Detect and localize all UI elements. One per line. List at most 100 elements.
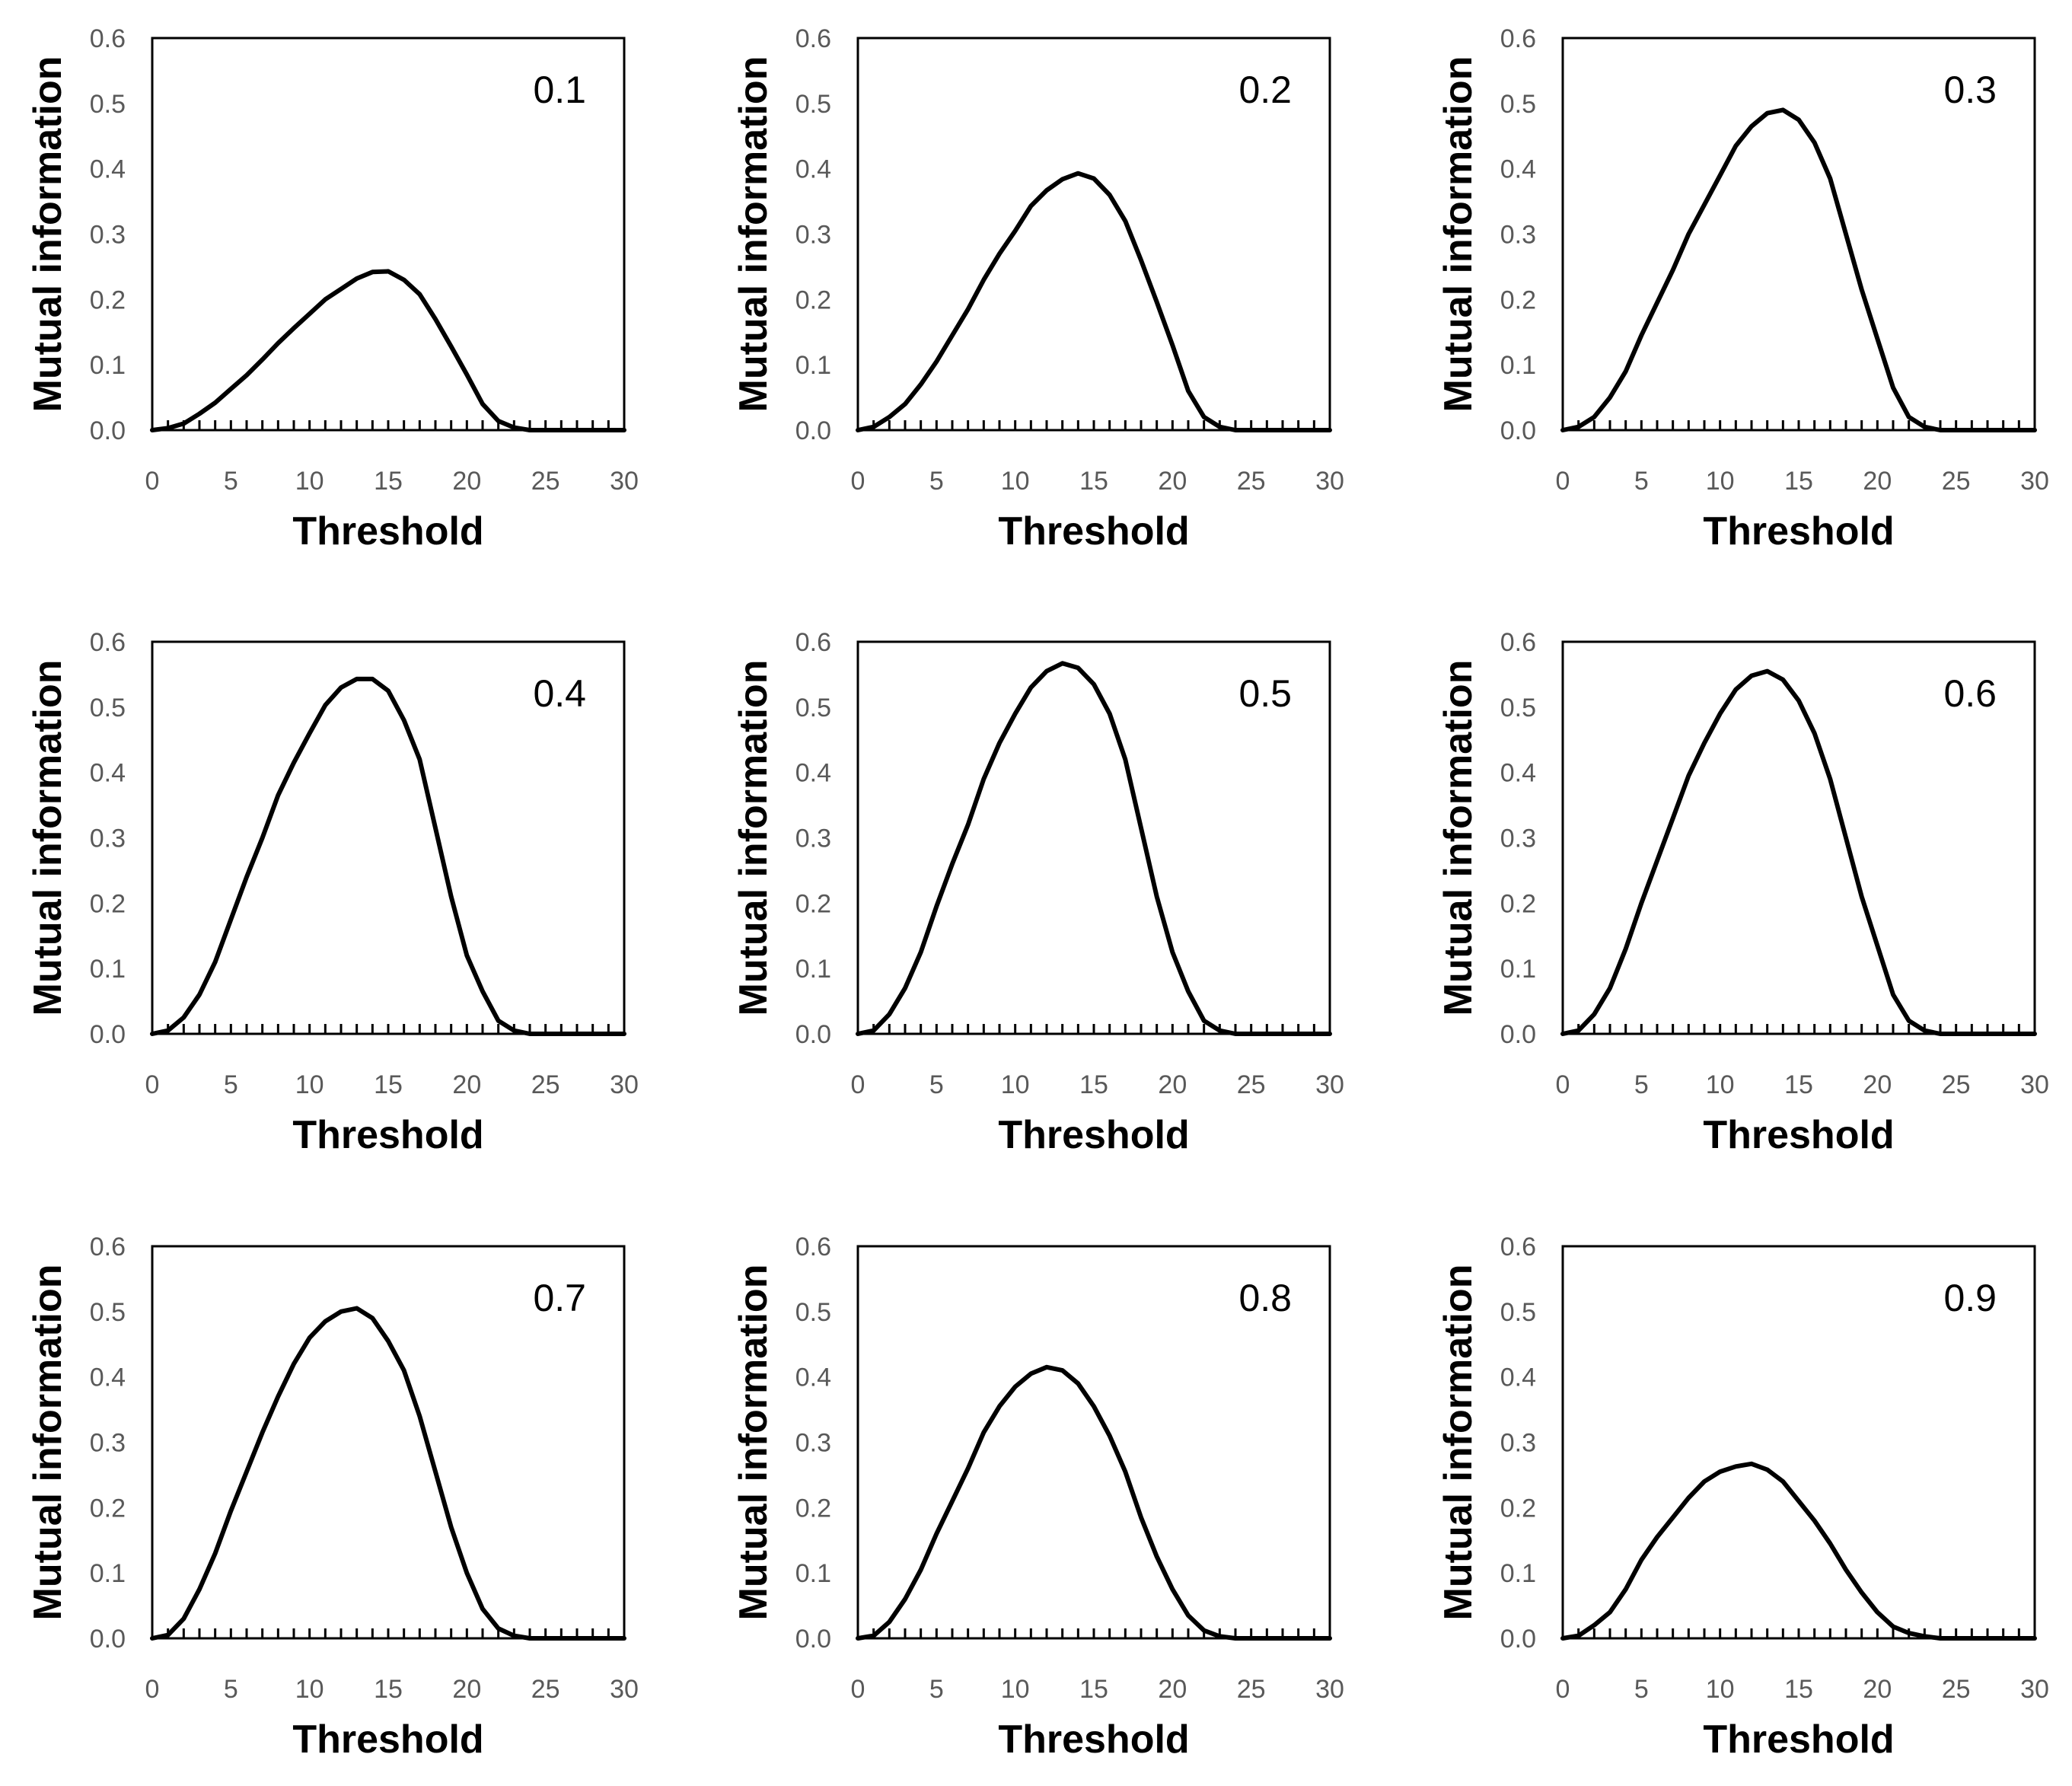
y-tick-label: 0.4 — [795, 759, 831, 788]
x-tick-label: 25 — [1942, 1070, 1971, 1099]
x-tick-label: 5 — [929, 1070, 944, 1099]
x-axis-title: Threshold — [998, 1717, 1189, 1762]
series-line-0.8 — [856, 1364, 1332, 1641]
y-tick-label: 0.6 — [795, 1233, 831, 1261]
x-tick-label: 15 — [1784, 467, 1813, 496]
x-tick-label: 15 — [1079, 467, 1108, 496]
x-tick-label: 25 — [531, 1675, 560, 1704]
chart-panel-0.7: 0 5 10 15 20 25 30 0.0 0.1 0.2 0.3 0.4 0.5 0.6 Thresho… — [26, 1233, 639, 1762]
y-tick-label: 0.5 — [90, 694, 126, 722]
series-line-0.5 — [856, 661, 1332, 1036]
series-line-0.7 — [150, 1306, 626, 1641]
y-tick-label: 0.0 — [1500, 416, 1536, 445]
x-tick-label: 20 — [452, 1070, 481, 1099]
x-tick-label: 15 — [374, 467, 403, 496]
y-tick-label: 0.5 — [795, 1298, 831, 1327]
x-tick-label: 0 — [145, 1070, 160, 1099]
chart-panel-0.1: 0 5 10 15 20 25 30 0.0 0.1 0.2 0.3 0.4 0.5 0.6 Thresho… — [26, 24, 639, 553]
y-tick-label: 0.5 — [90, 1298, 126, 1327]
y-tick-label: 0.5 — [1500, 1298, 1536, 1327]
x-tick-label: 15 — [374, 1675, 403, 1704]
y-tick-label: 0.5 — [795, 694, 831, 722]
x-tick-label: 20 — [1158, 467, 1187, 496]
x-tick-label: 5 — [1634, 1070, 1649, 1099]
y-tick-label: 0.6 — [1500, 1233, 1536, 1261]
y-tick-label: 0.3 — [90, 824, 126, 853]
y-tick-label: 0.2 — [90, 1494, 126, 1523]
panel-label: 0.8 — [1238, 1277, 1292, 1319]
series-line-0.3 — [1560, 107, 2037, 432]
y-tick-label: 0.2 — [795, 1494, 831, 1523]
y-tick-label: 0.4 — [795, 155, 831, 184]
x-tick-label: 0 — [1556, 467, 1570, 496]
y-tick-label: 0.3 — [90, 1429, 126, 1458]
y-tick-label: 0.2 — [795, 285, 831, 314]
series-line-0.1 — [150, 269, 626, 432]
x-tick-label: 5 — [929, 1675, 944, 1704]
y-tick-label: 0.1 — [795, 351, 831, 380]
x-tick-label: 5 — [1634, 1675, 1649, 1704]
panel-label: 0.4 — [533, 672, 586, 715]
x-tick-label: 5 — [224, 1070, 238, 1099]
y-axis-title: Mutual information — [732, 56, 776, 413]
x-tick-label: 10 — [1706, 1675, 1735, 1704]
x-tick-label: 25 — [531, 1070, 560, 1099]
x-tick-label: 10 — [1001, 1675, 1030, 1704]
x-tick-label: 10 — [295, 1675, 324, 1704]
x-axis-title: Threshold — [1703, 1113, 1894, 1157]
x-tick-label: 25 — [1237, 1675, 1266, 1704]
y-tick-label: 0.1 — [1500, 1559, 1536, 1588]
x-axis-title: Threshold — [1703, 509, 1894, 553]
x-tick-label: 20 — [1863, 1070, 1892, 1099]
y-tick-label: 0.0 — [90, 416, 126, 445]
x-axis-title: Threshold — [292, 1717, 483, 1762]
x-tick-label: 25 — [1942, 1675, 1971, 1704]
y-tick-label: 0.0 — [795, 416, 831, 445]
y-tick-label: 0.3 — [795, 1429, 831, 1458]
y-tick-label: 0.5 — [90, 90, 126, 119]
y-tick-label: 0.5 — [1500, 90, 1536, 119]
y-tick-label: 0.6 — [90, 628, 126, 657]
y-tick-label: 0.4 — [90, 1363, 126, 1392]
y-tick-label: 0.4 — [1500, 155, 1536, 184]
y-axis-title: Mutual information — [1436, 660, 1481, 1016]
y-tick-label: 0.2 — [795, 889, 831, 918]
y-tick-label: 0.3 — [1500, 221, 1536, 250]
series-line-0.9 — [1560, 1461, 2037, 1641]
y-tick-label: 0.0 — [1500, 1625, 1536, 1654]
x-axis-title: Threshold — [1703, 1717, 1894, 1762]
x-tick-label: 10 — [1706, 467, 1735, 496]
x-tick-label: 15 — [374, 1070, 403, 1099]
x-tick-label: 15 — [1784, 1675, 1813, 1704]
x-tick-label: 10 — [1001, 467, 1030, 496]
y-axis-title: Mutual information — [26, 1265, 70, 1621]
x-tick-label: 10 — [1706, 1070, 1735, 1099]
chart-panel-0.2: 0 5 10 15 20 25 30 0.0 0.1 0.2 0.3 0.4 0.5 0.6 Thresho… — [732, 24, 1344, 553]
series-line-0.6 — [1560, 668, 2037, 1036]
panel-label: 0.1 — [533, 69, 586, 111]
y-tick-label: 0.1 — [1500, 955, 1536, 984]
y-tick-label: 0.2 — [90, 285, 126, 314]
x-tick-label: 20 — [452, 467, 481, 496]
y-tick-label: 0.1 — [795, 955, 831, 984]
y-tick-label: 0.4 — [1500, 759, 1536, 788]
x-tick-label: 25 — [531, 467, 560, 496]
x-tick-label: 0 — [145, 1675, 160, 1704]
panel-label: 0.6 — [1943, 672, 1997, 715]
x-tick-label: 30 — [1315, 1070, 1344, 1099]
x-tick-label: 5 — [224, 467, 238, 496]
y-tick-label: 0.2 — [1500, 889, 1536, 918]
y-axis-title: Mutual information — [732, 1265, 776, 1621]
x-axis-title: Threshold — [292, 509, 483, 553]
y-axis-title: Mutual information — [26, 56, 70, 413]
x-tick-label: 10 — [295, 467, 324, 496]
y-tick-label: 0.6 — [1500, 628, 1536, 657]
x-tick-label: 0 — [851, 467, 865, 496]
x-tick-label: 5 — [224, 1675, 238, 1704]
x-axis-title: Threshold — [998, 509, 1189, 553]
y-tick-label: 0.5 — [795, 90, 831, 119]
x-tick-label: 5 — [929, 467, 944, 496]
x-tick-label: 0 — [851, 1070, 865, 1099]
x-tick-label: 30 — [1315, 467, 1344, 496]
